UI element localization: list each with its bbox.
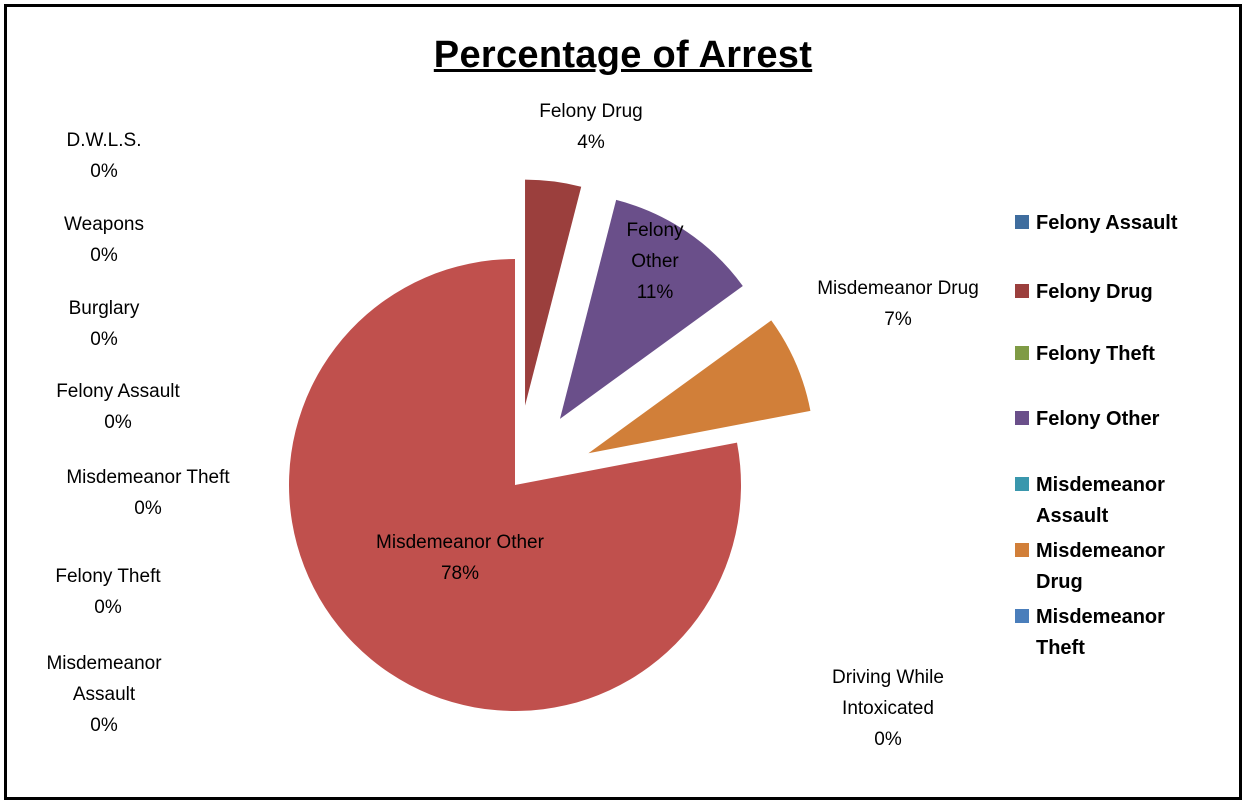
data-label-dwls: D.W.L.S. 0% (67, 130, 142, 182)
legend-swatch-misdemeanor-drug (1015, 543, 1029, 557)
legend-swatch-felony-assault (1015, 215, 1029, 229)
legend-swatch-misdemeanor-theft (1015, 609, 1029, 623)
data-label-felony-assault: Felony Assault 0% (56, 381, 180, 433)
data-label-misdemeanor-theft: Misdemeanor Theft 0% (66, 467, 230, 519)
pie-slice-misdemeanor-drug (588, 320, 811, 454)
legend-label-felony-theft: Felony Theft (1036, 343, 1155, 365)
pie-slice-felony-drug (525, 179, 582, 406)
data-label-dwi: Driving While Intoxicated 0% (832, 667, 944, 750)
data-label-felony-drug: Felony Drug 4% (539, 101, 643, 153)
data-label-misdemeanor-drug: Misdemeanor Drug 7% (817, 278, 979, 330)
legend-swatch-misdemeanor-assault (1015, 477, 1029, 491)
data-label-felony-other: Felony Other 11% (626, 220, 684, 303)
legend-label-felony-other: Felony Other (1036, 408, 1160, 430)
legend-label-misdemeanor-drug: Misdemeanor Drug (1036, 540, 1165, 593)
legend-swatch-felony-other (1015, 411, 1029, 425)
data-label-misdemeanor-assault: Misdemeanor Assault 0% (46, 653, 162, 736)
legend-swatch-felony-drug (1015, 284, 1029, 298)
legend-label-felony-drug: Felony Drug (1036, 281, 1153, 303)
legend-swatch-felony-theft (1015, 346, 1029, 360)
data-label-felony-theft: Felony Theft 0% (55, 566, 161, 618)
legend-label-felony-assault: Felony Assault (1036, 212, 1178, 234)
legend-label-misdemeanor-theft: Misdemeanor Theft (1036, 606, 1165, 659)
data-label-weapons: Weapons 0% (64, 214, 144, 266)
data-label-misdemeanor-other: Misdemeanor Other 78% (376, 532, 545, 584)
legend-label-misdemeanor-assault: Misdemeanor Assault (1036, 474, 1165, 527)
pie-slice-misdemeanor-other (288, 259, 741, 711)
chart-title: Percentage of Arrest (433, 34, 813, 76)
pie-slice-felony-other (559, 199, 743, 419)
data-label-burglary: Burglary 0% (69, 298, 140, 350)
